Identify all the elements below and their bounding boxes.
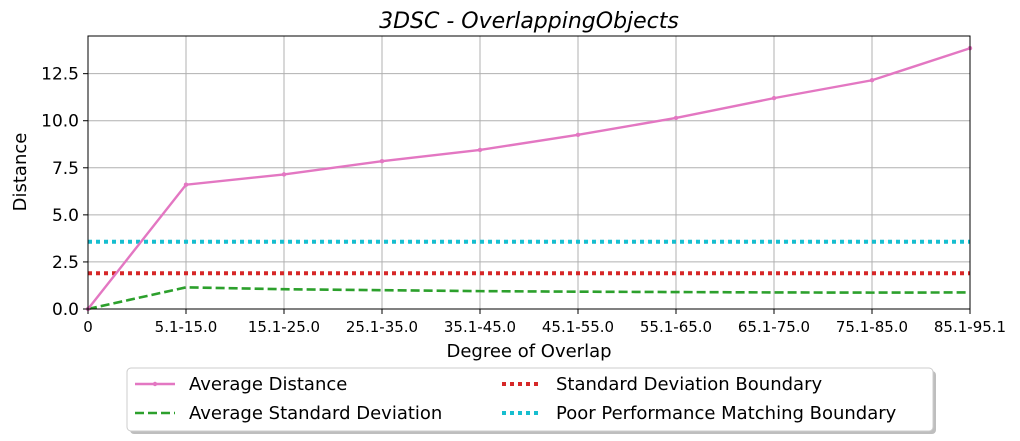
x-tick-label: 85.1-95.1 xyxy=(934,318,1006,336)
data-point xyxy=(575,132,581,138)
y-tick-label: 0.0 xyxy=(52,300,79,320)
legend-label: Poor Performance Matching Boundary xyxy=(556,403,897,424)
x-tick-label: 65.1-75.0 xyxy=(738,318,810,336)
grid xyxy=(87,36,971,310)
series-line-average-distance xyxy=(87,47,971,310)
legend: Average Distance Average Standard Deviati… xyxy=(126,367,936,434)
plot-frame xyxy=(87,35,971,310)
data-point xyxy=(869,78,875,83)
legend-items: Average Distance Average Standard Deviati… xyxy=(135,374,897,424)
series-line-average-standard-deviation xyxy=(87,286,971,311)
x-tick-label: 75.1-85.0 xyxy=(836,318,908,336)
y-tick-label: 2.5 xyxy=(52,253,79,273)
legend-label: Average Standard Deviation xyxy=(189,403,442,424)
x-tick-label: 55.1-65.0 xyxy=(640,318,712,336)
y-tick-label: 5.0 xyxy=(52,206,79,226)
x-tick-label: 35.1-45.0 xyxy=(444,318,516,336)
y-tick-label: 7.5 xyxy=(52,159,79,179)
legend-marker xyxy=(152,381,158,387)
chart-title: 3DSC - OverlappingObjects xyxy=(379,9,679,34)
x-tick-label: 25.1-35.0 xyxy=(346,318,418,336)
data-point xyxy=(771,95,777,101)
y-axis-label: Distance xyxy=(10,133,31,212)
x-axis-ticks: 0 5.1-15.0 15.1-25.0 25.1-35.0 35.1-45.0 45.1… xyxy=(83,309,1006,336)
data-point xyxy=(477,147,483,153)
legend-label: Average Distance xyxy=(189,374,347,395)
y-tick-label: 10.0 xyxy=(41,112,79,132)
x-axis-label: Degree of Overlap xyxy=(446,341,611,362)
x-tick-label: 5.1-15.0 xyxy=(155,318,218,336)
y-axis-ticks: 0.0 2.5 5.0 7.5 10.0 12.5 xyxy=(41,65,88,320)
data-point xyxy=(281,172,287,177)
series-layer xyxy=(85,46,973,312)
legend-box xyxy=(126,367,934,432)
y-tick-label: 12.5 xyxy=(41,65,79,85)
data-point xyxy=(183,182,189,187)
data-point xyxy=(379,159,385,164)
data-point xyxy=(673,115,679,121)
x-tick-label: 0 xyxy=(83,318,93,336)
legend-label: Standard Deviation Boundary xyxy=(556,374,822,395)
x-tick-label: 15.1-25.0 xyxy=(248,318,320,336)
x-tick-label: 45.1-55.0 xyxy=(542,318,614,336)
